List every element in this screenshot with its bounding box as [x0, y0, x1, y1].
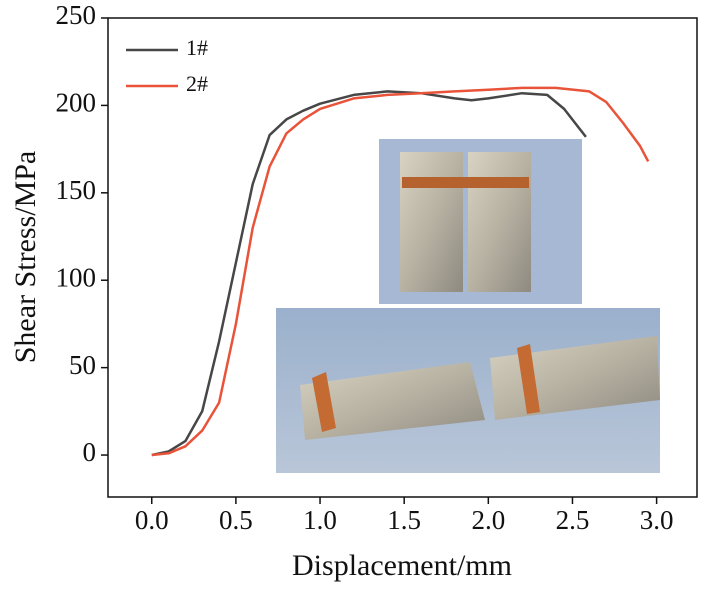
- x-tick-label: 3.0: [640, 505, 674, 535]
- y-tick-label: 150: [56, 175, 97, 205]
- y-tick-label: 250: [56, 0, 97, 30]
- x-tick-label: 1.5: [387, 505, 421, 535]
- legend-label: 2#: [186, 71, 208, 96]
- x-tick-label: 0.5: [219, 505, 253, 535]
- y-axis-label: Shear Stress/MPa: [9, 151, 42, 364]
- legend-label: 1#: [186, 35, 208, 60]
- plot-frame: [107, 17, 698, 498]
- inset-photo-top: [379, 139, 582, 304]
- x-tick-label: 2.5: [556, 505, 590, 535]
- series-line: [151, 90, 587, 457]
- x-tick-label: 1.0: [303, 505, 337, 535]
- x-tick-label: 2.0: [471, 505, 505, 535]
- x-tick-label: 0.0: [135, 505, 169, 535]
- x-axis-label: Displacement/mm: [292, 549, 512, 582]
- y-tick-label: 100: [56, 262, 97, 292]
- y-tick-label: 50: [69, 350, 96, 380]
- inset-photo-bottom: [276, 308, 660, 473]
- y-tick-label: 0: [83, 437, 97, 467]
- series-line: [151, 86, 650, 457]
- y-tick-label: 200: [56, 88, 97, 118]
